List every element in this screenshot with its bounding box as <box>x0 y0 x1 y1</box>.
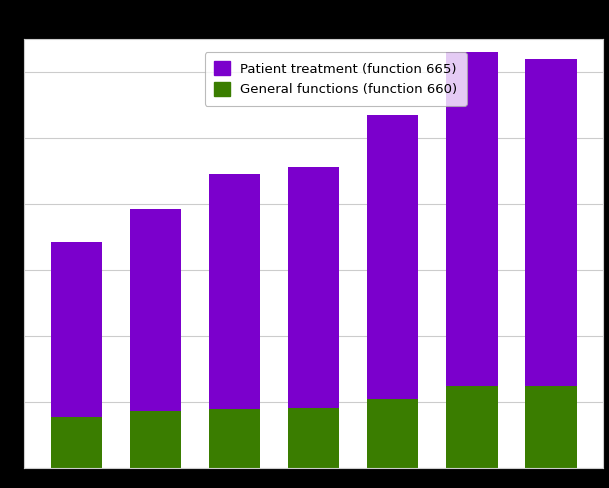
Legend: Patient treatment (function 665), General functions (function 660): Patient treatment (function 665), Genera… <box>205 52 466 105</box>
Bar <box>51 242 102 417</box>
Bar <box>51 417 102 468</box>
Bar <box>209 175 260 409</box>
Bar <box>130 411 181 468</box>
Bar <box>367 115 418 399</box>
Bar <box>288 408 339 468</box>
Bar <box>525 59 577 386</box>
Bar <box>367 399 418 468</box>
Bar <box>525 386 577 468</box>
Bar <box>446 386 498 468</box>
Bar <box>130 209 181 411</box>
Bar <box>288 167 339 408</box>
Bar <box>209 409 260 468</box>
Bar <box>446 52 498 386</box>
